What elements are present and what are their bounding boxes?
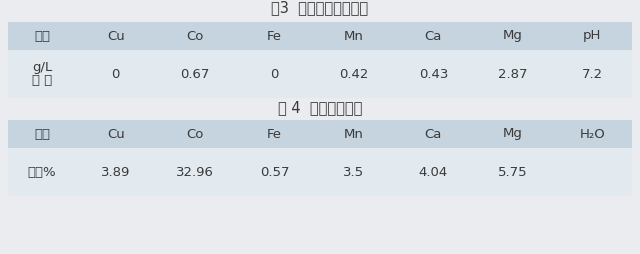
- FancyBboxPatch shape: [8, 120, 632, 148]
- Text: 32.96: 32.96: [176, 166, 214, 179]
- Text: 0.42: 0.42: [339, 68, 369, 81]
- Text: 0.43: 0.43: [419, 68, 448, 81]
- FancyBboxPatch shape: [8, 50, 632, 98]
- Text: 0: 0: [111, 68, 120, 81]
- Text: 表3  一段沉钴后液成分: 表3 一段沉钴后液成分: [271, 1, 369, 15]
- FancyBboxPatch shape: [8, 22, 632, 50]
- Text: Co: Co: [186, 128, 204, 140]
- Text: 含 量: 含 量: [32, 74, 52, 87]
- Text: 0.57: 0.57: [260, 166, 289, 179]
- Text: 2.87: 2.87: [498, 68, 527, 81]
- Text: Mn: Mn: [344, 128, 364, 140]
- Text: pH: pH: [583, 29, 602, 42]
- Text: 5.75: 5.75: [498, 166, 527, 179]
- Text: 0: 0: [270, 68, 279, 81]
- Text: 0.67: 0.67: [180, 68, 210, 81]
- Text: g/L: g/L: [32, 60, 52, 73]
- Text: 表 4  氢氧化钴成分: 表 4 氢氧化钴成分: [278, 101, 362, 116]
- Text: H₂O: H₂O: [579, 128, 605, 140]
- Text: Mn: Mn: [344, 29, 364, 42]
- Text: 3.5: 3.5: [344, 166, 365, 179]
- Text: 4.04: 4.04: [419, 166, 448, 179]
- Text: 元素: 元素: [34, 29, 50, 42]
- Text: Co: Co: [186, 29, 204, 42]
- Text: Fe: Fe: [267, 29, 282, 42]
- Text: Fe: Fe: [267, 128, 282, 140]
- Text: Ca: Ca: [425, 29, 442, 42]
- Text: 元素: 元素: [34, 128, 50, 140]
- Text: Mg: Mg: [503, 29, 523, 42]
- Text: Ca: Ca: [425, 128, 442, 140]
- FancyBboxPatch shape: [8, 148, 632, 196]
- Text: Mg: Mg: [503, 128, 523, 140]
- Text: 7.2: 7.2: [582, 68, 603, 81]
- Text: 含量%: 含量%: [28, 166, 56, 179]
- Text: Cu: Cu: [107, 128, 125, 140]
- Text: Cu: Cu: [107, 29, 125, 42]
- Text: 3.89: 3.89: [101, 166, 131, 179]
